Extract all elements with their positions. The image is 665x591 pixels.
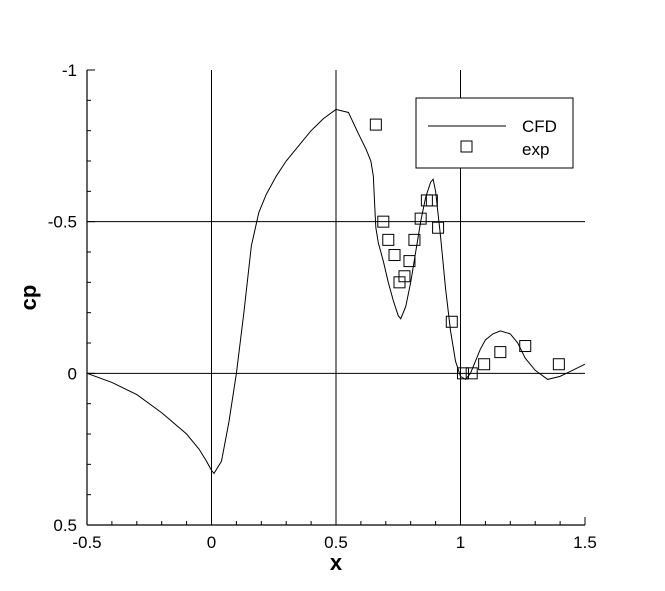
legend: CFD exp [415, 97, 574, 169]
exp-data-point [478, 358, 491, 371]
legend-box [415, 97, 574, 169]
x-tick-label: 0 [207, 533, 216, 552]
exp-data-point [382, 233, 395, 246]
cfd-series-line [86, 108, 586, 475]
legend-cfd-label: CFD [522, 117, 557, 136]
exp-data-point [414, 212, 427, 225]
axes [86, 69, 586, 526]
x-tick-label: 0.5 [324, 533, 348, 552]
exp-data-point [432, 221, 445, 234]
tick-labels: -0.5 0 0.5 1 1.5 -1 -0.5 0 0.5 [48, 61, 597, 552]
x-tick-label: 1 [456, 533, 465, 552]
exp-data-point [398, 270, 411, 283]
legend-exp-label: exp [522, 140, 549, 159]
exp-data-point [377, 215, 390, 228]
x-tick-label: 1.5 [573, 533, 597, 552]
x-tick-label: -0.5 [72, 533, 101, 552]
y-tick-label: 0.5 [53, 516, 77, 535]
y-axis-title: cp [16, 285, 41, 311]
exp-data-point [456, 367, 469, 380]
y-tick-label: -0.5 [48, 213, 77, 232]
exp-data-point [408, 233, 421, 246]
exp-data-point [519, 340, 532, 353]
x-axis-title: x [330, 550, 343, 575]
y-tick-label: -1 [62, 61, 77, 80]
exp-data-point [388, 249, 401, 262]
exp-data-point [445, 315, 458, 328]
series-layer [86, 108, 586, 475]
exp-data-point [369, 118, 382, 131]
y-tick-label: 0 [68, 364, 77, 383]
exp-data-point [393, 276, 406, 289]
exp-data-point [494, 346, 507, 359]
exp-data-point [425, 194, 438, 207]
legend-exp-marker [460, 140, 473, 153]
exp-data-point [465, 367, 478, 380]
exp-data-point [552, 358, 565, 371]
exp-data-point [403, 255, 416, 268]
